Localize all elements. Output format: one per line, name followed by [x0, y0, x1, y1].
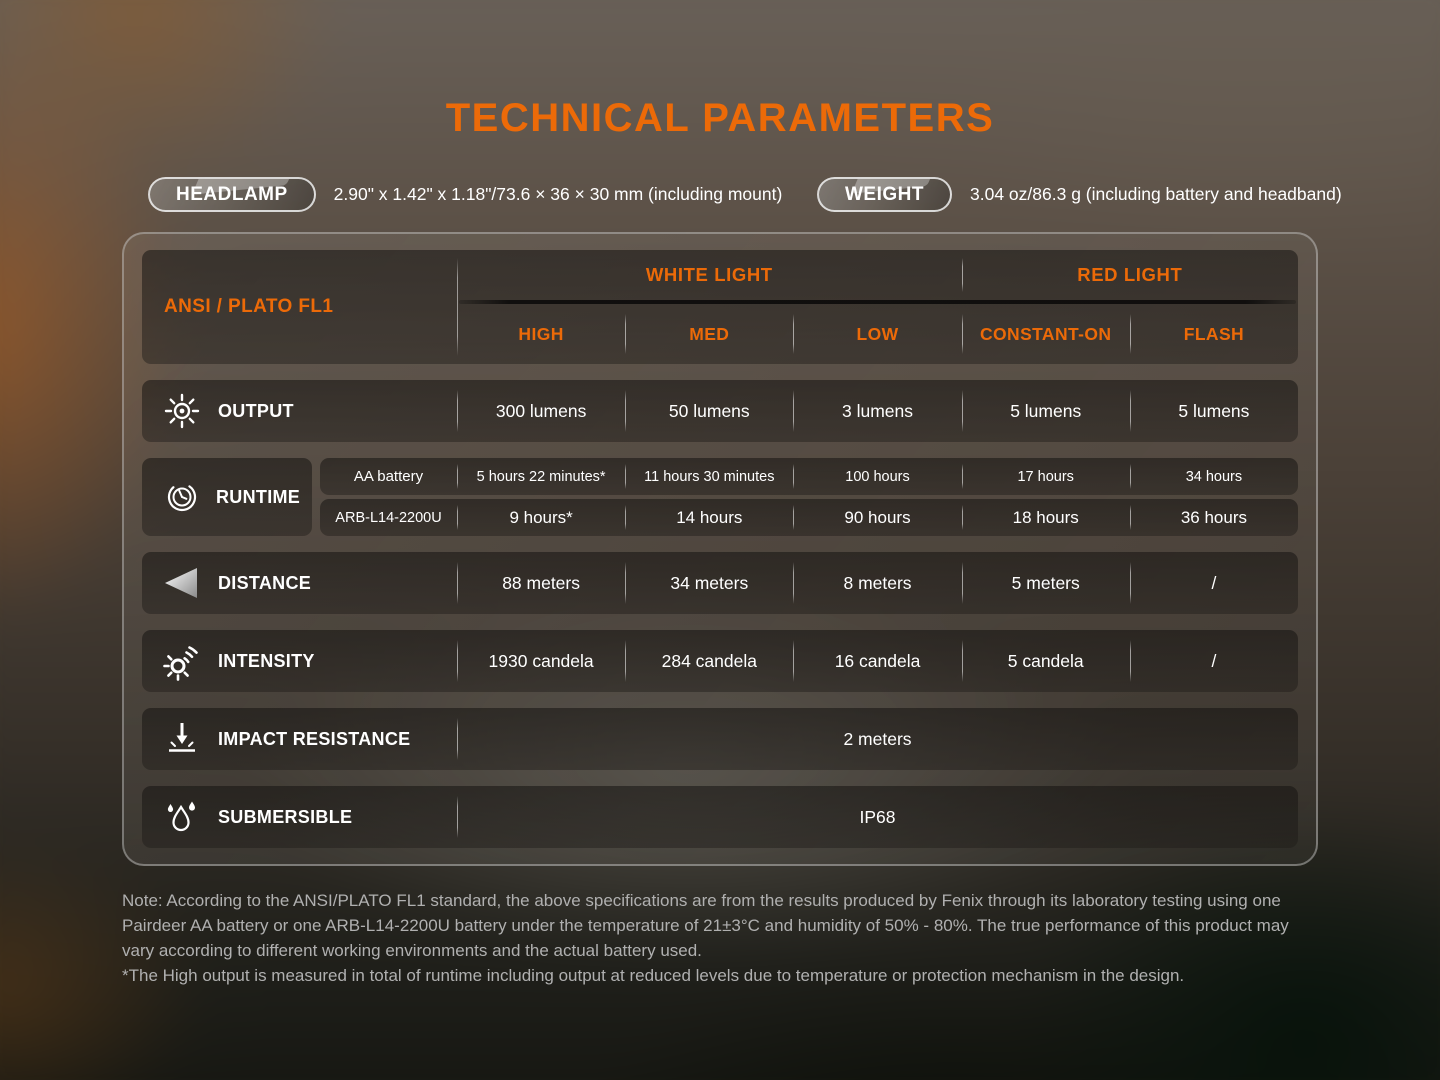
distance-med: 34 meters — [625, 552, 793, 614]
weight-spec: WEIGHT 3.04 oz/86.3 g (including battery… — [817, 177, 1342, 212]
runtime-row: RUNTIME AA battery 5 hours 22 minutes* 1… — [142, 458, 1298, 536]
column-med: MED — [625, 304, 793, 364]
runtime-arb-constant-on: 18 hours — [961, 499, 1130, 536]
weight-value: 3.04 oz/86.3 g (including battery and he… — [970, 184, 1342, 204]
intensity-flash: / — [1129, 630, 1298, 692]
light-group-row: WHITE LIGHT RED LIGHT — [457, 250, 1298, 300]
impact-resistance-row: IMPACT RESISTANCE 2 meters — [142, 708, 1298, 770]
output-med: 50 lumens — [625, 380, 793, 442]
headlamp-spec: HEADLAMP 2.90" x 1.42" x 1.18"/73.6 × 36… — [148, 177, 782, 212]
column-low: LOW — [793, 304, 961, 364]
runtime-label-cell: RUNTIME — [142, 458, 312, 536]
runtime-aa-med: 11 hours 30 minutes — [625, 458, 793, 495]
runtime-arb-flash: 36 hours — [1129, 499, 1298, 536]
submersible-row: SUBMERSIBLE IP68 — [142, 786, 1298, 848]
impact-value: 2 meters — [457, 708, 1298, 770]
header-divider — [459, 300, 1296, 304]
runtime-arb-row: ARB-L14-2200U 9 hours* 14 hours 90 hours… — [320, 499, 1298, 536]
distance-flash: / — [1129, 552, 1298, 614]
distance-row: DISTANCE 88 meters 34 meters 8 meters 5 … — [142, 552, 1298, 614]
red-light-header: RED LIGHT — [961, 250, 1298, 300]
runtime-arb-low: 90 hours — [793, 499, 961, 536]
intensity-low: 16 candela — [793, 630, 961, 692]
output-label: OUTPUT — [218, 400, 294, 421]
runtime-aa-flash: 34 hours — [1129, 458, 1298, 495]
runtime-subrows: AA battery 5 hours 22 minutes* 11 hours … — [320, 458, 1298, 536]
table-header: ANSI / PLATO FL1 WHITE LIGHT RED LIGHT H… — [142, 250, 1298, 364]
beam-triangle-icon — [160, 566, 204, 600]
impact-label-cell: IMPACT RESISTANCE — [142, 708, 457, 770]
distance-label: DISTANCE — [218, 572, 312, 593]
mode-column-row: HIGH MED LOW CONSTANT-ON FLASH — [457, 304, 1298, 364]
distance-constant-on: 5 meters — [961, 552, 1130, 614]
runtime-aa-high: 5 hours 22 minutes* — [457, 458, 625, 495]
intensity-label: INTENSITY — [218, 650, 315, 671]
page-title: TECHNICAL PARAMETERS — [445, 96, 995, 140]
distance-label-cell: DISTANCE — [142, 552, 457, 614]
weight-badge-label: WEIGHT — [845, 183, 924, 205]
impact-label: IMPACT RESISTANCE — [218, 728, 411, 749]
footnotes: Note: According to the ANSI/PLATO FL1 st… — [122, 888, 1324, 988]
column-high: HIGH — [518, 323, 564, 344]
output-high: 300 lumens — [457, 380, 625, 442]
submersible-value: IP68 — [457, 786, 1298, 848]
spec-table: ANSI / PLATO FL1 WHITE LIGHT RED LIGHT H… — [122, 232, 1318, 866]
sun-icon — [160, 391, 204, 431]
aa-battery-label: AA battery — [353, 468, 424, 485]
runtime-label: RUNTIME — [216, 486, 301, 507]
output-low: 3 lumens — [793, 380, 961, 442]
runtime-arb-med: 14 hours — [625, 499, 793, 536]
intensity-constant-on: 5 candela — [961, 630, 1130, 692]
column-constant-on: CONSTANT-ON — [961, 304, 1130, 364]
weight-badge: WEIGHT — [817, 177, 952, 212]
intensity-med: 284 candela — [625, 630, 793, 692]
white-light-header: WHITE LIGHT — [645, 264, 773, 285]
output-flash: 5 lumens — [1129, 380, 1298, 442]
clock-icon — [160, 477, 204, 517]
distance-high: 88 meters — [457, 552, 625, 614]
output-row: OUTPUT 300 lumens 50 lumens 3 lumens 5 l… — [142, 380, 1298, 442]
water-drops-icon — [160, 797, 204, 837]
headlamp-badge-label: HEADLAMP — [176, 183, 288, 205]
headlamp-badge: HEADLAMP — [148, 177, 316, 212]
headlamp-dimensions: 2.90" x 1.42" x 1.18"/73.6 × 36 × 30 mm … — [333, 184, 783, 204]
footnote-standard: Note: According to the ANSI/PLATO FL1 st… — [122, 891, 1289, 960]
intensity-label-cell: INTENSITY — [142, 630, 457, 692]
runtime-aa-row: AA battery 5 hours 22 minutes* 11 hours … — [320, 458, 1298, 495]
distance-low: 8 meters — [793, 552, 961, 614]
submersible-label-cell: SUBMERSIBLE — [142, 786, 457, 848]
runtime-aa-low: 100 hours — [793, 458, 961, 495]
intensity-high: 1930 candela — [457, 630, 625, 692]
submersible-label: SUBMERSIBLE — [218, 806, 353, 827]
ansi-plato-label: ANSI / PLATO FL1 — [164, 296, 334, 317]
footnote-high-output: *The High output is measured in total of… — [122, 966, 1185, 985]
arb-battery-label: ARB-L14-2200U — [335, 509, 442, 526]
table-header-columns: WHITE LIGHT RED LIGHT HIGH MED LOW CONST… — [457, 250, 1298, 364]
impact-arrow-icon — [160, 719, 204, 759]
output-label-cell: OUTPUT — [142, 380, 457, 442]
output-constant-on: 5 lumens — [961, 380, 1130, 442]
runtime-aa-constant-on: 17 hours — [961, 458, 1130, 495]
column-flash: FLASH — [1129, 304, 1298, 364]
intensity-row: INTENSITY 1930 candela 284 candela 16 ca… — [142, 630, 1298, 692]
runtime-arb-high: 9 hours* — [457, 499, 625, 536]
radiating-sun-icon — [160, 640, 204, 682]
